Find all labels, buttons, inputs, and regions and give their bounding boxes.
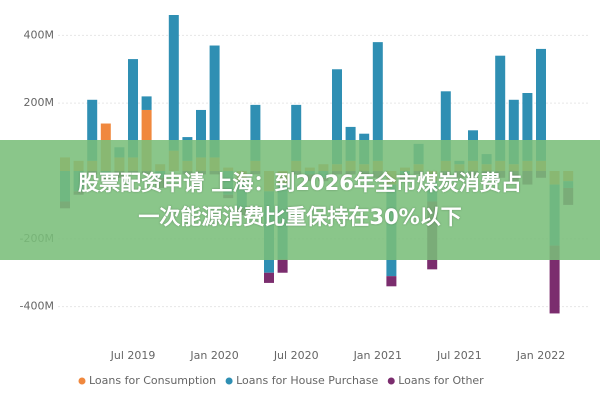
bar-segment xyxy=(372,42,383,161)
banner-line: 一次能源消费比重保持在30%以下 xyxy=(138,205,462,229)
bar-segment xyxy=(128,59,138,158)
bar-segment xyxy=(196,109,206,158)
bar-segment xyxy=(440,91,451,161)
x-tick-label: Jul 2021 xyxy=(436,349,482,362)
news-banner: 股票配资申请 上海：到2026年全市煤炭消费占 一次能源消费比重保持在30%以下 xyxy=(0,140,600,260)
bar-segment xyxy=(536,48,546,161)
bar-segment xyxy=(495,55,506,161)
legend-swatch xyxy=(78,377,86,385)
bar-segment xyxy=(522,93,533,161)
bar-segment xyxy=(386,276,397,287)
bar-segment xyxy=(209,45,220,158)
bar-segment xyxy=(277,259,288,273)
bar-segment xyxy=(508,99,519,165)
bar-segment xyxy=(250,104,261,161)
legend-label: Loans for Other xyxy=(398,374,484,387)
bar-segment xyxy=(168,15,179,151)
bar-segment xyxy=(291,104,302,161)
bar-segment xyxy=(87,99,98,161)
x-tick-label: Jan 2021 xyxy=(353,349,402,362)
bar-segment xyxy=(332,69,342,165)
x-tick-label: Jul 2019 xyxy=(110,349,156,362)
x-tick-label: Jan 2022 xyxy=(516,349,565,362)
y-tick-label: 400M xyxy=(24,28,55,41)
legend-swatch xyxy=(387,377,395,385)
x-tick-label: Jan 2020 xyxy=(189,349,238,362)
legend-swatch xyxy=(225,377,233,385)
bar-segment xyxy=(141,96,152,110)
banner-line: 股票配资申请 上海：到2026年全市煤炭消费占 xyxy=(78,171,522,195)
bar-segment xyxy=(264,272,274,283)
y-tick-label: 200M xyxy=(24,96,55,109)
legend-label: Loans for House Purchase xyxy=(236,374,378,387)
y-tick-label: -400M xyxy=(20,300,54,313)
legend-label: Loans for Consumption xyxy=(89,374,216,387)
bar-segment xyxy=(549,245,560,314)
x-tick-label: Jul 2020 xyxy=(273,349,319,362)
